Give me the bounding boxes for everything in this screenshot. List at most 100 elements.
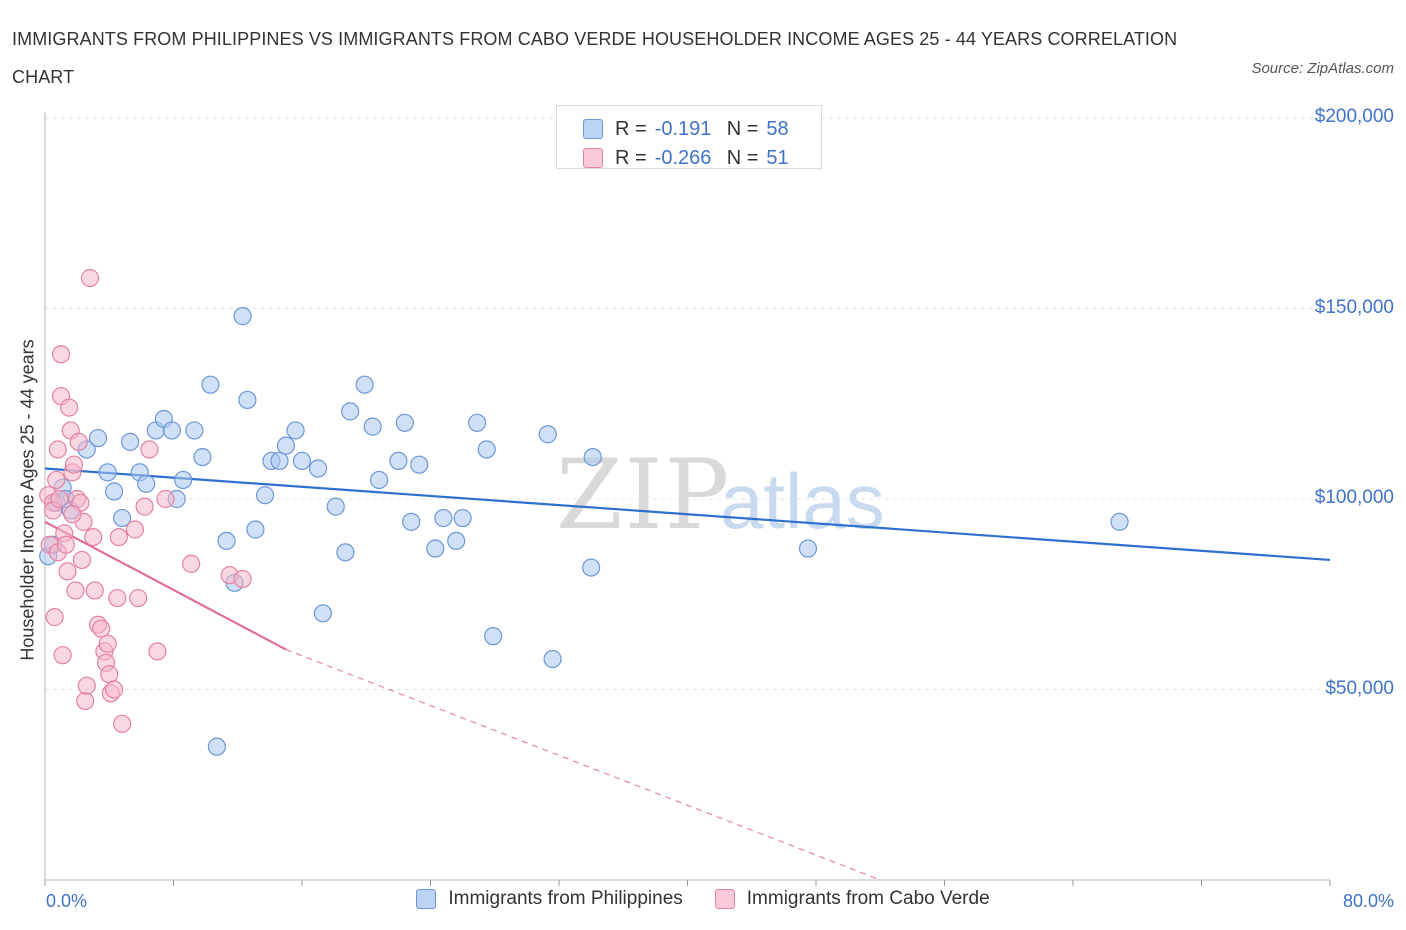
series-legend-cabo-verde[interactable]: Immigrants from Cabo Verde: [714, 888, 990, 910]
point-philippines-22[interactable]: [207, 737, 226, 756]
point-cabo-verde-46[interactable]: [135, 497, 154, 516]
point-cabo-verde-47[interactable]: [72, 550, 92, 570]
legend-n-label: N =: [726, 117, 759, 140]
point-cabo-verde-42[interactable]: [156, 489, 175, 509]
point-philippines-35[interactable]: [313, 604, 332, 623]
point-philippines-41[interactable]: [370, 470, 389, 490]
point-cabo-verde-8[interactable]: [51, 345, 71, 364]
point-philippines-44[interactable]: [402, 512, 421, 531]
point-philippines-58[interactable]: [1110, 512, 1129, 531]
x-tick-max: 80.0%: [1342, 891, 1394, 911]
y-tick-label-2: $150,000: [1314, 296, 1394, 318]
point-philippines-49[interactable]: [453, 508, 472, 528]
point-philippines-54[interactable]: [543, 649, 562, 669]
point-philippines-7[interactable]: [88, 428, 108, 448]
point-philippines-37[interactable]: [336, 543, 355, 562]
point-cabo-verde-50[interactable]: [98, 634, 117, 653]
point-philippines-42[interactable]: [389, 451, 408, 470]
point-philippines-9[interactable]: [104, 482, 124, 501]
watermark-zip: ZIP: [556, 439, 731, 551]
y-tick-label-3: $200,000: [1314, 106, 1394, 127]
point-cabo-verde-14[interactable]: [59, 398, 79, 417]
point-philippines-21[interactable]: [201, 375, 220, 394]
point-philippines-10[interactable]: [112, 508, 132, 528]
chart-title: IMMIGRANTS FROM PHILIPPINES VS IMMIGRANT…: [12, 29, 1178, 87]
point-philippines-8[interactable]: [98, 463, 117, 482]
point-philippines-56[interactable]: [583, 447, 602, 467]
series-legend: Immigrants from Philippines Immigrants f…: [0, 888, 1406, 910]
point-philippines-32[interactable]: [286, 421, 305, 440]
point-philippines-23[interactable]: [217, 531, 236, 551]
point-philippines-20[interactable]: [193, 447, 212, 467]
point-philippines-36[interactable]: [326, 497, 345, 516]
point-cabo-verde-39[interactable]: [129, 588, 148, 608]
point-philippines-52[interactable]: [484, 627, 503, 646]
point-philippines-48[interactable]: [447, 531, 466, 551]
point-philippines-30[interactable]: [270, 451, 289, 470]
point-philippines-40[interactable]: [363, 417, 382, 436]
legend-row-cabo-verde: R = -0.266 N = 51: [583, 144, 789, 172]
legend-swatch-blue: [583, 119, 603, 139]
point-philippines-38[interactable]: [341, 402, 360, 421]
point-philippines-43[interactable]: [395, 413, 414, 432]
point-philippines-16[interactable]: [162, 421, 181, 440]
point-philippines-47[interactable]: [434, 508, 453, 528]
point-philippines-18[interactable]: [174, 470, 193, 490]
point-cabo-verde-23[interactable]: [76, 691, 95, 711]
point-philippines-34[interactable]: [308, 459, 328, 478]
point-cabo-verde-34[interactable]: [104, 680, 124, 699]
point-philippines-19[interactable]: [185, 421, 204, 440]
point-philippines-13[interactable]: [137, 474, 156, 493]
series-swatch-pink: [714, 889, 735, 909]
x-tick-min: 0.0%: [46, 891, 88, 911]
point-philippines-27[interactable]: [246, 520, 265, 539]
point-cabo-verde-17[interactable]: [64, 455, 84, 474]
legend-n-value: 51: [766, 146, 789, 169]
point-cabo-verde-49[interactable]: [63, 505, 82, 524]
point-cabo-verde-29[interactable]: [92, 619, 111, 638]
point-cabo-verde-18[interactable]: [66, 581, 85, 600]
y-tick-label-0: $50,000: [1325, 677, 1394, 699]
point-philippines-53[interactable]: [538, 425, 557, 444]
point-cabo-verde-48[interactable]: [50, 489, 69, 509]
point-philippines-55[interactable]: [582, 558, 601, 577]
point-philippines-50[interactable]: [467, 413, 487, 432]
point-cabo-verde-38[interactable]: [125, 520, 145, 539]
trend-line-cabo-verde-extension: [285, 649, 881, 881]
point-philippines-46[interactable]: [426, 539, 445, 558]
series-legend-philippines[interactable]: Immigrants from Philippines: [416, 888, 683, 910]
point-cabo-verde-24[interactable]: [77, 676, 96, 695]
point-cabo-verde-13[interactable]: [58, 562, 77, 581]
point-cabo-verde-37[interactable]: [112, 714, 132, 733]
point-cabo-verde-25[interactable]: [80, 268, 100, 288]
point-philippines-31[interactable]: [276, 436, 296, 455]
point-philippines-25[interactable]: [233, 307, 252, 326]
point-cabo-verde-41[interactable]: [148, 642, 167, 661]
series-name-philippines: Immigrants from Philippines: [448, 888, 683, 909]
point-philippines-39[interactable]: [355, 375, 374, 394]
point-philippines-45[interactable]: [410, 455, 429, 474]
point-cabo-verde-40[interactable]: [140, 440, 159, 459]
point-cabo-verde-6[interactable]: [48, 440, 67, 459]
point-cabo-verde-32[interactable]: [100, 665, 119, 684]
point-cabo-verde-4[interactable]: [45, 608, 64, 627]
point-cabo-verde-35[interactable]: [108, 588, 127, 608]
point-philippines-57[interactable]: [798, 539, 818, 558]
point-philippines-11[interactable]: [121, 432, 140, 451]
point-cabo-verde-45[interactable]: [233, 569, 252, 589]
point-cabo-verde-36[interactable]: [109, 527, 128, 547]
point-cabo-verde-10[interactable]: [53, 646, 72, 665]
point-cabo-verde-20[interactable]: [69, 432, 88, 451]
stats-legend: R = -0.191 N = 58 R = -0.266 N = 51: [556, 105, 822, 169]
point-cabo-verde-43[interactable]: [182, 554, 201, 573]
legend-swatch-pink: [583, 148, 603, 168]
point-cabo-verde-26[interactable]: [84, 527, 103, 547]
point-philippines-26[interactable]: [238, 390, 257, 410]
point-philippines-33[interactable]: [292, 451, 312, 470]
point-cabo-verde-12[interactable]: [56, 535, 75, 554]
point-philippines-28[interactable]: [255, 486, 275, 505]
point-cabo-verde-27[interactable]: [85, 581, 104, 600]
point-philippines-51[interactable]: [477, 440, 496, 459]
point-cabo-verde-5[interactable]: [47, 470, 66, 490]
